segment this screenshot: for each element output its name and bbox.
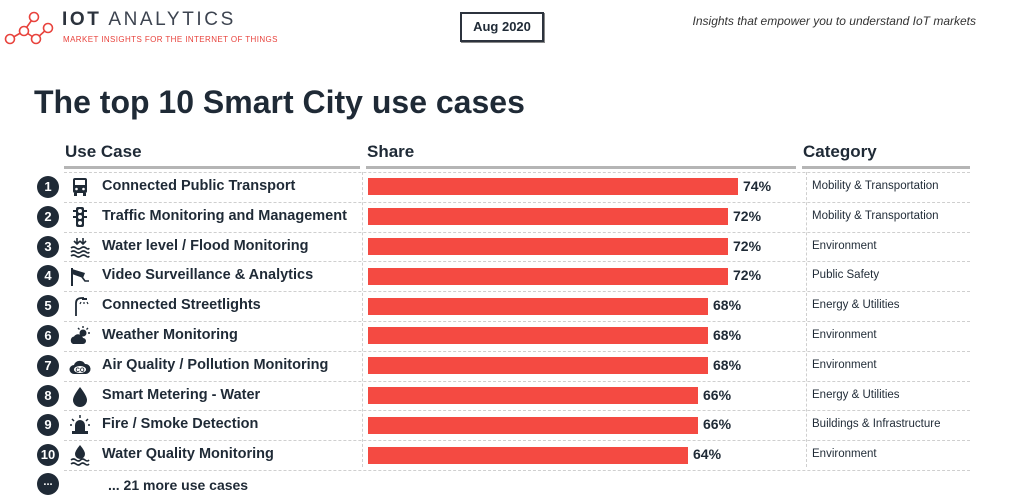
- share-bar: [368, 387, 698, 404]
- category-header-rule: [802, 166, 970, 169]
- water-drop-icon: [73, 386, 87, 407]
- use-case-label: Connected Public Transport: [102, 177, 296, 194]
- weather-icon: [70, 325, 90, 344]
- row-divider: [64, 231, 970, 233]
- column-divider: [806, 172, 807, 467]
- row-divider: [64, 440, 970, 442]
- slogan: Insights that empower you to understand …: [692, 14, 976, 28]
- row-divider: [64, 380, 970, 382]
- rank-badge: 2: [37, 205, 59, 228]
- share-bar: [368, 178, 738, 196]
- rank-badge: 6: [37, 324, 59, 347]
- water-quality-icon: [70, 445, 90, 466]
- category-label: Environment: [812, 239, 877, 252]
- use-case-label: Video Surveillance & Analytics: [102, 267, 314, 284]
- row-divider: [64, 410, 970, 412]
- category-label: Mobility & Transportation: [812, 209, 939, 222]
- chart-title: The top 10 Smart City use cases: [34, 84, 525, 120]
- alarm-siren-icon: [70, 415, 90, 435]
- use-case-label: Weather Monitoring: [102, 326, 238, 343]
- use-case-header-rule: [64, 166, 360, 169]
- rank-badge: 10: [37, 444, 59, 467]
- brand-tagline: MARKET INSIGHTS FOR THE INTERNET OF THIN…: [63, 35, 278, 44]
- share-header-rule: [366, 166, 796, 169]
- row-divider: [64, 470, 970, 471]
- date-badge: Aug 2020: [460, 12, 544, 42]
- share-bar: [368, 267, 728, 285]
- row-divider: [64, 201, 970, 203]
- use-case-label: Smart Metering - Water: [102, 386, 261, 403]
- rank-badge: 1: [37, 175, 59, 198]
- rank-badge: 8: [37, 384, 59, 407]
- share-value-label: 68%: [713, 356, 742, 373]
- share-value-label: 66%: [703, 416, 732, 433]
- rank-badge: 5: [37, 295, 59, 318]
- use-case-label: Fire / Smoke Detection: [102, 416, 259, 433]
- category-label: Energy & Utilities: [812, 388, 900, 401]
- use-case-label: Air Quality / Pollution Monitoring: [102, 356, 329, 373]
- use-case-label: Traffic Monitoring and Management: [102, 207, 347, 224]
- traffic-light-icon: [73, 206, 87, 227]
- row-divider: [64, 350, 970, 352]
- more-badge: ...: [37, 473, 59, 495]
- brand-name: IOT ANALYTICS: [62, 9, 236, 30]
- co2-cloud-icon: CO: [69, 360, 91, 374]
- category-column-header: Category: [803, 142, 877, 161]
- use-case-label: Water Quality Monitoring: [102, 446, 274, 463]
- share-value-label: 66%: [703, 386, 732, 403]
- share-value-label: 72%: [733, 207, 762, 224]
- bus-icon: [73, 177, 87, 196]
- use-case-label: Water level / Flood Monitoring: [102, 237, 309, 254]
- share-bar: [368, 238, 728, 255]
- rank-badge: 7: [37, 354, 59, 377]
- column-divider: [362, 172, 363, 467]
- category-label: Environment: [812, 448, 877, 461]
- share-value-label: 74%: [743, 177, 772, 194]
- share-bar: [368, 297, 708, 315]
- rank-badge: 3: [37, 235, 59, 258]
- cctv-camera-icon: [71, 268, 89, 287]
- row-divider: [64, 321, 970, 322]
- category-label: Environment: [812, 358, 877, 371]
- share-bar: [368, 357, 708, 375]
- category-label: Energy & Utilities: [812, 299, 900, 312]
- iot-analytics-logo: [4, 11, 54, 45]
- use-case-column-header: Use Case: [65, 142, 142, 161]
- share-value-label: 72%: [733, 267, 762, 284]
- share-bar: [368, 208, 728, 226]
- share-bar: [368, 327, 708, 345]
- rank-badge: 4: [37, 265, 59, 288]
- share-bar: [368, 446, 688, 464]
- share-bar: [368, 416, 698, 434]
- share-value-label: 72%: [733, 237, 762, 254]
- category-label: Environment: [812, 328, 877, 341]
- category-label: Buildings & Infrastructure: [812, 418, 941, 431]
- svg-text:CO: CO: [76, 368, 85, 374]
- flood-icon: [70, 237, 90, 258]
- share-value-label: 68%: [713, 326, 742, 343]
- more-use-cases-label: ... 21 more use cases: [108, 477, 249, 493]
- share-value-label: 68%: [713, 297, 742, 314]
- row-divider: [64, 261, 970, 263]
- category-label: Public Safety: [812, 269, 880, 282]
- rank-badge: 9: [37, 414, 59, 437]
- use-case-label: Connected Streetlights: [102, 297, 261, 314]
- row-divider: [64, 172, 970, 173]
- category-label: Mobility & Transportation: [812, 179, 939, 192]
- row-divider: [64, 291, 970, 293]
- streetlight-icon: [75, 297, 89, 317]
- share-value-label: 64%: [693, 446, 722, 463]
- share-column-header: Share: [367, 142, 415, 161]
